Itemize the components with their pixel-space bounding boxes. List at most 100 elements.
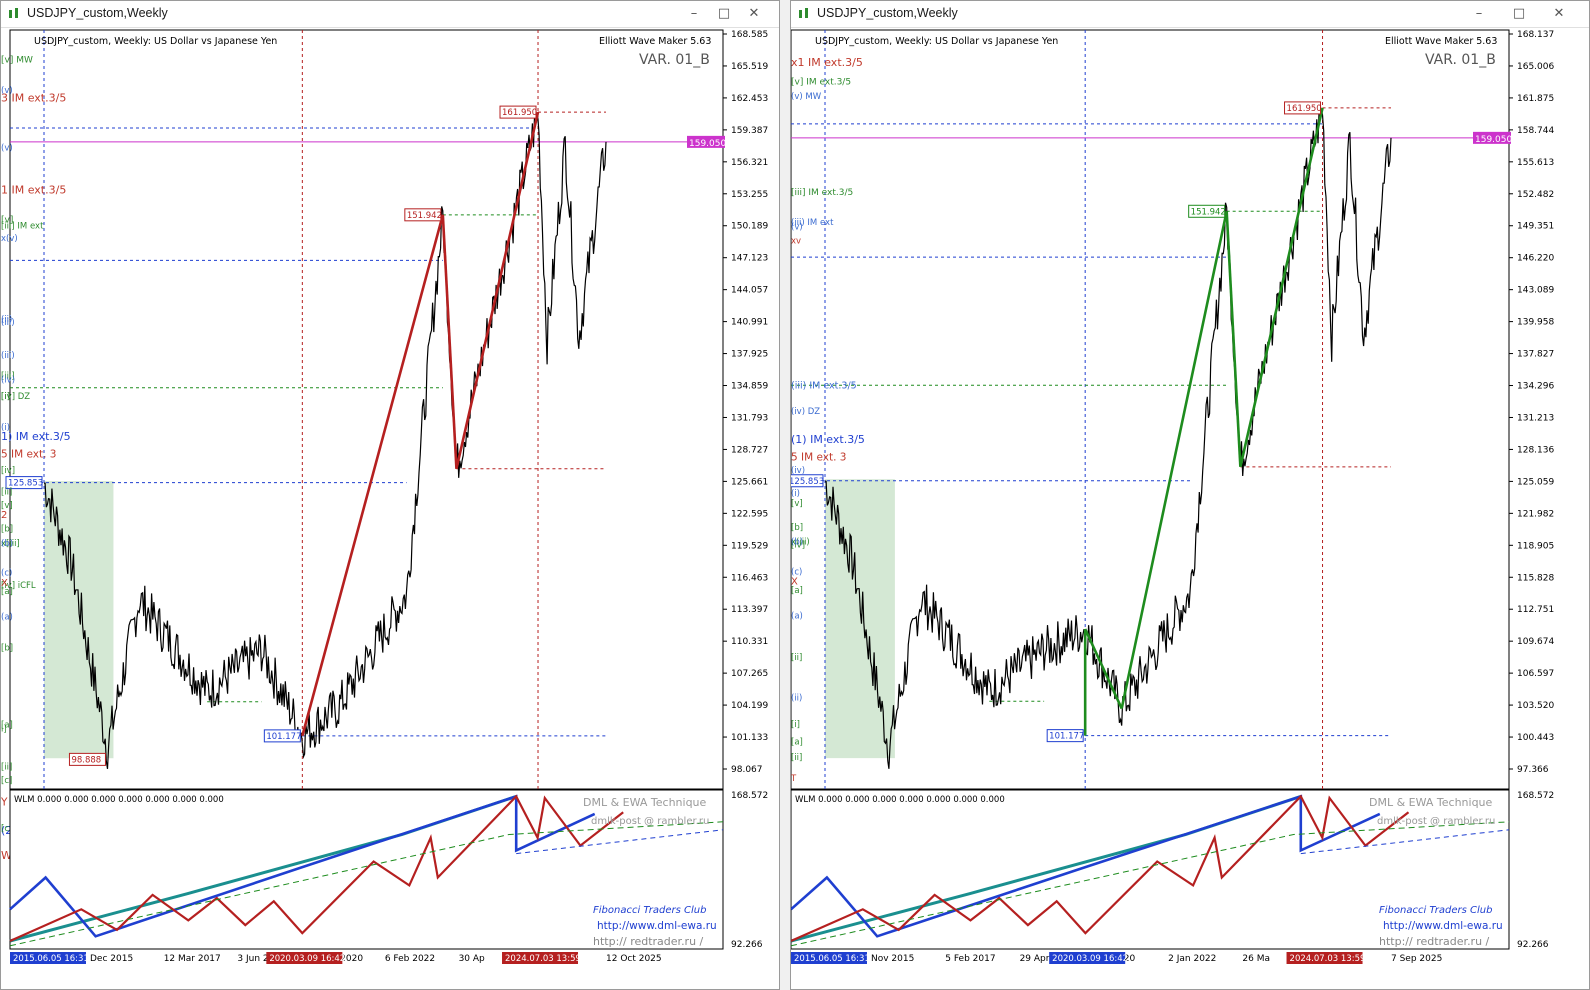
chart-window-right[interactable]: USDJPY_custom,Weekly – □ ✕ 168.137 165.00… bbox=[790, 0, 1590, 990]
price-tick-label: 168.585 bbox=[731, 30, 768, 40]
price-tag-box bbox=[1188, 204, 1226, 218]
price-tick-label: 122.595 bbox=[731, 509, 768, 519]
sub-axis-label: 168.572 bbox=[731, 791, 768, 801]
price-tick-label: 103.520 bbox=[1517, 701, 1554, 711]
wave-label: x[iii] bbox=[1, 539, 20, 549]
price-tick-label: 121.982 bbox=[1517, 509, 1554, 519]
price-tick-label: 110.331 bbox=[731, 637, 768, 647]
watermark-text: http:// redtrader.ru / bbox=[1379, 935, 1490, 948]
price-tag: 151.942 bbox=[407, 211, 442, 221]
sub-axis-label: 92.266 bbox=[1517, 940, 1549, 950]
price-tick-label: 119.529 bbox=[731, 541, 768, 551]
price-tick-label: 101.133 bbox=[731, 733, 768, 743]
wave-label: x(iii) bbox=[791, 537, 810, 547]
wave-label: [v] MW bbox=[1, 55, 33, 65]
price-tick-label: 139.958 bbox=[1517, 318, 1554, 328]
close-button[interactable]: ✕ bbox=[748, 6, 760, 21]
wave-label: [iv] bbox=[791, 540, 805, 550]
date-tag: 2015.06.05 16:31 bbox=[794, 954, 870, 964]
wave-label: [v] bbox=[1, 501, 13, 511]
wave-label: 1) IM ext.3/5 bbox=[1, 430, 71, 443]
price-tag-box bbox=[404, 208, 442, 222]
date-tag-bg bbox=[266, 952, 343, 964]
wave-label: x(v) bbox=[1, 234, 18, 244]
price-tag: 98.888 bbox=[71, 755, 101, 765]
wave-label: xv bbox=[791, 237, 801, 247]
chart-header: USDJPY_custom, Weekly: US Dollar vs Japa… bbox=[34, 36, 277, 47]
date-tick-label: Nov 2015 bbox=[871, 954, 914, 964]
date-tick-label: Dec 2015 bbox=[90, 954, 133, 964]
wave-label: (v) bbox=[1, 144, 13, 154]
wave-line bbox=[301, 214, 445, 737]
wave-label: (v) bbox=[1, 86, 13, 96]
wave-line bbox=[1083, 628, 1123, 710]
chart-canvas[interactable]: 168.585 165.519 162.453 159.387 156.321 153.2… bbox=[1, 27, 780, 990]
wave-label: (iii) bbox=[1, 351, 15, 361]
date-tag-bg bbox=[1286, 952, 1363, 964]
price-tag: 101.177 bbox=[266, 732, 301, 742]
title-bar[interactable]: USDJPY_custom,Weekly – □ ✕ bbox=[791, 1, 1589, 28]
wave-label: [a] bbox=[791, 586, 803, 596]
sub-red-line bbox=[791, 794, 1410, 943]
price-series bbox=[824, 108, 1392, 769]
current-price-tag-bg bbox=[687, 135, 725, 148]
price-tick-label: 134.296 bbox=[1517, 382, 1554, 392]
wave-label: i] bbox=[1, 725, 7, 735]
price-tick-label: 104.199 bbox=[731, 701, 768, 711]
price-tag-box bbox=[263, 729, 301, 743]
main-plot-frame bbox=[9, 29, 724, 790]
maximize-button[interactable]: □ bbox=[717, 6, 731, 21]
minimize-button[interactable]: – bbox=[690, 6, 698, 21]
wave-label: [a] bbox=[1, 720, 13, 730]
date-tick-label: 26 Ma bbox=[1242, 954, 1270, 964]
sub-blue-line bbox=[9, 794, 596, 938]
price-tag-box bbox=[1284, 101, 1322, 115]
date-tag-bg bbox=[502, 952, 579, 964]
wave-label: (iii) bbox=[1, 318, 15, 328]
indicator-name: Elliott Wave Maker 5.63 bbox=[599, 36, 711, 47]
chart-canvas[interactable]: 168.137 165.006 161.875 158.744 155.613 152.4… bbox=[791, 27, 1590, 990]
watermark-text: dmlk-post @ rambler.ru bbox=[591, 816, 709, 827]
watermark-text: http:// redtrader.ru / bbox=[593, 935, 704, 948]
wave-label: X bbox=[1, 578, 8, 589]
close-button[interactable]: ✕ bbox=[1553, 6, 1565, 21]
wave-label: (a) bbox=[791, 612, 803, 622]
variant-label: VAR. 01_B bbox=[1425, 52, 1496, 68]
minimize-button[interactable]: – bbox=[1475, 6, 1483, 21]
wave-label: [ii] bbox=[791, 653, 802, 663]
wave-line bbox=[1120, 211, 1228, 709]
sub-blue-dashed bbox=[1300, 829, 1510, 855]
wave-label: 3 IM ext.3/5 bbox=[1, 91, 66, 104]
date-tag: 2020.03.09 16:42 bbox=[269, 954, 345, 964]
price-tick-label: 158.744 bbox=[1517, 126, 1554, 136]
price-tag: 125.853 bbox=[8, 479, 43, 489]
price-tick-label: 165.006 bbox=[1517, 62, 1554, 72]
date-tag-bg bbox=[10, 952, 86, 964]
price-tick-label: 128.136 bbox=[1517, 445, 1554, 455]
wave-line bbox=[441, 214, 458, 469]
title-bar[interactable]: USDJPY_custom,Weekly – □ ✕ bbox=[1, 1, 779, 28]
wave-label: (b) bbox=[1, 539, 13, 549]
wave-label: [iii] IM ext bbox=[1, 222, 44, 232]
maximize-button[interactable]: □ bbox=[1512, 6, 1526, 21]
date-tick-label: 5 Feb 2017 bbox=[945, 954, 995, 964]
chart-window-left[interactable]: USDJPY_custom,Weekly – □ ✕ 168.585 165.51… bbox=[0, 0, 780, 990]
price-tick-label: 152.482 bbox=[1517, 190, 1554, 200]
date-tick-label: 29 Apr 2018 bbox=[1020, 954, 1076, 964]
window-title: USDJPY_custom,Weekly bbox=[27, 6, 168, 20]
price-tick-label: 165.519 bbox=[731, 62, 768, 72]
date-tick-label: 30 Ap bbox=[459, 954, 485, 964]
wave-label: [b] bbox=[1, 643, 13, 653]
price-tick-label: 162.453 bbox=[731, 94, 768, 104]
price-tick-label: 161.875 bbox=[1517, 94, 1554, 104]
price-tick-label: 147.123 bbox=[731, 254, 768, 264]
price-tick-label: 146.220 bbox=[1517, 254, 1554, 264]
watermark-text: http://www.dml-ewa.ru bbox=[597, 920, 717, 932]
wave-label: (a) bbox=[1, 613, 13, 623]
sub-window-header: WLM 0.000 0.000 0.000 0.000 0.000 0.000 … bbox=[14, 795, 224, 805]
price-tick-label: 100.443 bbox=[1517, 733, 1554, 743]
wave-label: [iii] IM ext.3/5 bbox=[791, 188, 853, 198]
wave-label: 1 IM ext.3/5 bbox=[1, 184, 66, 197]
current-price-tag-bg bbox=[1473, 131, 1511, 144]
date-tick-label: 2 Jan 2022 bbox=[1168, 954, 1216, 964]
